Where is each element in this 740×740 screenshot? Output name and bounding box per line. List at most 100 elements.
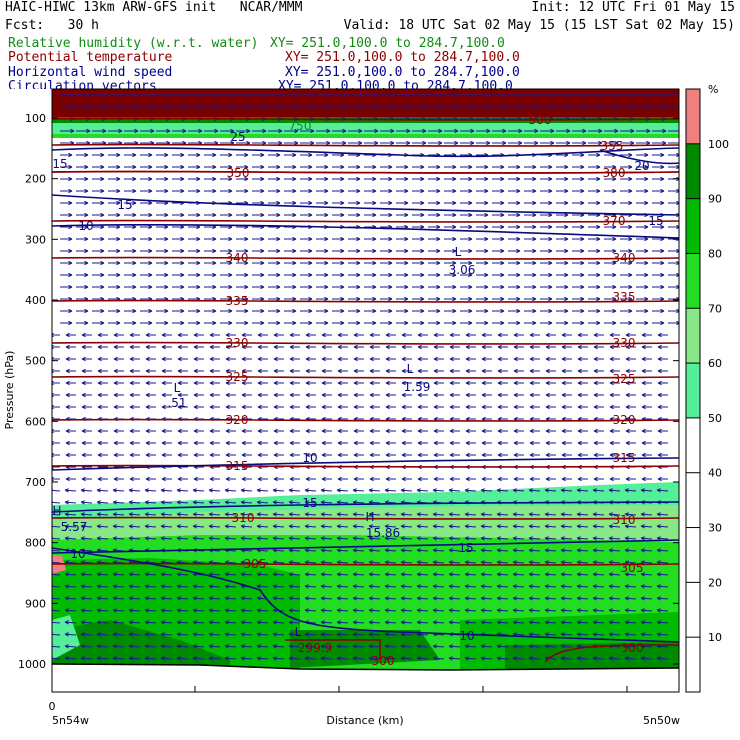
circulation-vector xyxy=(416,560,429,565)
circulation-vector xyxy=(656,632,669,637)
circulation-vector xyxy=(385,452,396,458)
circulation-vector xyxy=(144,572,157,577)
circulation-vector xyxy=(321,380,332,386)
circulation-vector xyxy=(657,368,668,374)
contour-label: 330 xyxy=(226,336,249,350)
circulation-vector xyxy=(140,320,153,326)
circulation-vector xyxy=(624,512,637,517)
circulation-vector xyxy=(300,152,313,158)
circulation-vector xyxy=(604,140,619,146)
circulation-vector xyxy=(332,176,345,182)
circulation-vector xyxy=(396,164,409,170)
circulation-vector xyxy=(140,284,153,290)
circulation-vector xyxy=(352,584,365,589)
circulation-vector xyxy=(220,248,233,254)
circulation-vector xyxy=(385,344,396,350)
x-end-label: 5n50w xyxy=(643,714,680,727)
circulation-vector xyxy=(492,224,505,230)
circulation-vector xyxy=(593,440,604,446)
circulation-vector xyxy=(192,488,205,493)
circulation-vector xyxy=(428,200,441,206)
circulation-vector xyxy=(433,380,444,386)
circulation-vector xyxy=(577,356,588,362)
circulation-vector xyxy=(444,296,457,302)
circulation-vector xyxy=(81,368,92,374)
circulation-vector xyxy=(513,428,524,434)
circulation-vector xyxy=(257,404,268,410)
circulation-vector xyxy=(513,452,524,458)
circulation-vector xyxy=(412,140,427,146)
circulation-vector xyxy=(656,584,669,589)
circulation-vector xyxy=(625,404,636,410)
circulation-vector xyxy=(336,548,349,553)
circulation-vector xyxy=(140,176,153,182)
circulation-vector xyxy=(540,128,555,134)
circulation-vector xyxy=(508,296,521,302)
circulation-vector xyxy=(593,356,604,362)
circulation-vector xyxy=(144,524,157,529)
circulation-vector xyxy=(412,200,425,206)
circulation-vector xyxy=(417,428,428,434)
circulation-vector xyxy=(385,368,396,374)
circulation-vector xyxy=(320,596,333,601)
circulation-vector xyxy=(208,512,221,517)
circulation-vector xyxy=(172,188,185,194)
circulation-vector xyxy=(348,308,361,314)
circulation-vector xyxy=(348,128,363,134)
theta-contour-line xyxy=(52,418,679,422)
circulation-vector xyxy=(465,344,476,350)
circulation-vector xyxy=(400,524,413,529)
circulation-vector xyxy=(464,620,477,625)
circulation-vector xyxy=(145,380,156,386)
circulation-vector xyxy=(220,164,233,170)
terrain-mask xyxy=(52,664,679,692)
circulation-vector xyxy=(144,608,157,613)
circulation-vector xyxy=(240,572,253,577)
colorbar-tick-label: 20 xyxy=(708,576,722,589)
circulation-vector xyxy=(476,296,489,302)
circulation-vector xyxy=(513,440,524,446)
circulation-vector xyxy=(96,632,109,637)
circulation-vector xyxy=(428,188,441,194)
circulation-vector xyxy=(160,512,173,517)
circulation-vector xyxy=(544,548,557,553)
circulation-vector xyxy=(65,392,76,398)
circulation-vector xyxy=(608,524,621,529)
circulation-vector xyxy=(140,152,153,158)
circulation-vector xyxy=(476,128,491,134)
circulation-vector xyxy=(300,92,315,98)
circulation-vector xyxy=(481,476,492,482)
circulation-vector xyxy=(241,392,252,398)
circulation-vector xyxy=(433,476,444,482)
circulation-vector xyxy=(52,380,60,386)
circulation-vector xyxy=(513,344,524,350)
circulation-vector xyxy=(60,164,73,170)
circulation-vector xyxy=(593,452,604,458)
circulation-vector xyxy=(640,620,653,625)
circulation-vector xyxy=(156,320,169,326)
circulation-vector xyxy=(448,524,461,529)
circulation-vector xyxy=(512,596,525,601)
circulation-vector xyxy=(145,368,156,374)
circulation-vector xyxy=(76,176,89,182)
circulation-vector xyxy=(652,92,667,98)
circulation-vector xyxy=(273,452,284,458)
circulation-vector xyxy=(348,272,361,278)
circulation-vector xyxy=(316,176,329,182)
circulation-vector xyxy=(497,428,508,434)
circulation-vector xyxy=(145,356,156,362)
circulation-vector xyxy=(448,584,461,589)
circulation-vector xyxy=(625,440,636,446)
circulation-vector xyxy=(172,236,185,242)
circulation-vector xyxy=(304,512,317,517)
circulation-vector xyxy=(412,128,427,134)
circulation-vector xyxy=(337,356,348,362)
circulation-vector xyxy=(540,176,553,182)
circulation-vector xyxy=(144,512,157,517)
circulation-vector xyxy=(64,596,77,601)
circulation-vector xyxy=(524,104,539,110)
circulation-vector xyxy=(172,92,187,98)
circulation-vector xyxy=(544,584,557,589)
